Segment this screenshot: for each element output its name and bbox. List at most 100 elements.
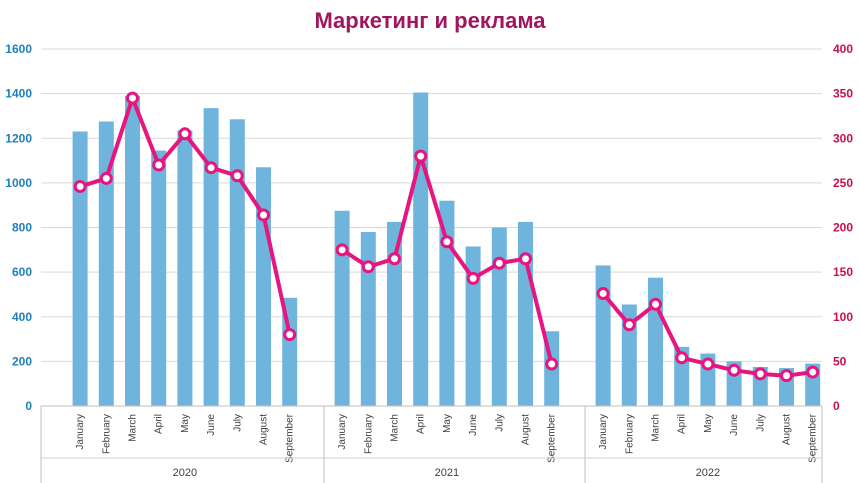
- line-point: [649, 297, 662, 311]
- right-tick-label: 100: [833, 310, 853, 324]
- x-tick-label: July: [494, 414, 505, 432]
- bar: [256, 167, 271, 406]
- x-tick-label: March: [390, 414, 401, 442]
- left-tick-label: 200: [12, 354, 32, 368]
- line-point: [780, 369, 793, 383]
- line-point: [466, 271, 480, 285]
- right-tick-label: 300: [833, 131, 853, 145]
- right-axis-ticks: 0 50 100 150 200 250 300 350 400: [833, 42, 853, 413]
- line-point: [230, 169, 244, 183]
- x-tick-label: August: [259, 414, 270, 445]
- bar: [518, 221, 533, 406]
- year-label: 2020: [173, 467, 197, 479]
- bar: [491, 227, 507, 406]
- line-point: [519, 252, 532, 266]
- line-point: [335, 243, 349, 257]
- line-point: [204, 161, 218, 175]
- line-point: [596, 287, 610, 301]
- line-point: [727, 363, 741, 377]
- x-tick-label: June: [206, 414, 217, 436]
- right-tick-label: 200: [833, 221, 853, 235]
- x-axis: January February March April May June July Augu…: [40, 405, 823, 483]
- chart-title: Маркетинг и реклама: [314, 8, 546, 33]
- x-tick-label: September: [547, 413, 558, 463]
- line-point: [126, 91, 139, 105]
- left-tick-label: 800: [12, 221, 32, 235]
- x-tick-label: August: [782, 414, 793, 445]
- x-tick-label: May: [703, 414, 714, 433]
- line-point: [440, 235, 454, 249]
- bar: [648, 277, 663, 406]
- line-point: [257, 208, 270, 222]
- x-tick-label: May: [180, 414, 191, 433]
- x-tick-label: January: [598, 414, 609, 450]
- left-axis-ticks: 0 200 400 600 800 1000 1200 1400 1600: [5, 42, 32, 413]
- left-tick-label: 400: [12, 310, 32, 324]
- line-point: [283, 328, 297, 342]
- gridlines: [41, 48, 822, 362]
- left-tick-label: 1000: [5, 176, 32, 190]
- bar: [229, 119, 245, 407]
- line-point: [806, 365, 820, 379]
- x-tick-label: September: [808, 413, 819, 463]
- bar: [203, 108, 219, 407]
- x-tick-label: February: [363, 414, 374, 454]
- bar: [595, 265, 611, 406]
- x-tick-label: January: [337, 414, 348, 450]
- x-tick-label: September: [285, 413, 296, 463]
- line-point: [152, 158, 166, 172]
- x-tick-label: July: [755, 414, 766, 432]
- right-tick-label: 0: [833, 399, 840, 413]
- bar: [439, 200, 455, 406]
- bar: [334, 210, 350, 406]
- line-point: [388, 252, 401, 266]
- left-tick-label: 1200: [5, 131, 32, 145]
- x-tick-label: February: [101, 414, 112, 454]
- line-point: [545, 357, 559, 371]
- line-point: [753, 367, 767, 381]
- x-tick-label: April: [677, 414, 688, 434]
- x-tick-label: May: [442, 414, 453, 433]
- right-tick-label: 250: [833, 176, 853, 190]
- x-tick-label: March: [128, 414, 139, 442]
- right-tick-label: 350: [833, 87, 853, 101]
- right-tick-label: 150: [833, 265, 853, 279]
- x-tick-label: January: [75, 414, 86, 450]
- left-tick-label: 600: [12, 265, 32, 279]
- left-tick-label: 1600: [5, 42, 32, 56]
- year-label: 2022: [696, 467, 720, 479]
- line-point: [675, 351, 689, 365]
- x-tick-label: June: [729, 414, 740, 436]
- bar: [387, 221, 402, 406]
- x-tick-label: August: [521, 414, 532, 445]
- right-tick-label: 50: [833, 354, 847, 368]
- right-tick-label: 400: [833, 42, 853, 56]
- line-point: [178, 127, 192, 141]
- line-point: [99, 171, 113, 185]
- line-point: [492, 256, 506, 270]
- bar: [177, 130, 193, 407]
- x-tick-label: July: [232, 414, 243, 432]
- left-tick-label: 0: [25, 399, 32, 413]
- bar: [151, 150, 167, 406]
- x-tick-label: April: [416, 414, 427, 434]
- line-point: [414, 149, 428, 163]
- line-point: [73, 179, 87, 193]
- x-tick-label: April: [154, 414, 165, 434]
- line-point: [361, 260, 375, 274]
- bar: [72, 131, 88, 406]
- bar: [98, 121, 114, 406]
- line-point: [622, 318, 636, 332]
- x-tick-label: June: [468, 414, 479, 436]
- bar: [125, 95, 140, 406]
- x-tick-label: February: [624, 414, 635, 454]
- line-series: [73, 91, 820, 383]
- year-label: 2021: [435, 467, 459, 479]
- bar: [413, 92, 429, 407]
- x-tick-label: March: [651, 414, 662, 442]
- line-point: [701, 357, 715, 371]
- bar: [360, 231, 376, 406]
- left-tick-label: 1400: [5, 87, 32, 101]
- bar: [465, 246, 481, 406]
